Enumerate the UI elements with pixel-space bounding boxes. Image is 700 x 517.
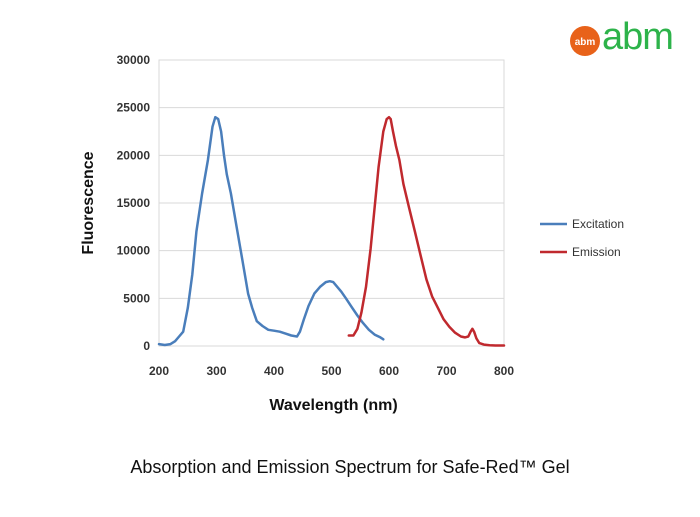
plot-area: [158, 59, 505, 347]
x-tick-label: 500: [321, 364, 341, 378]
x-tick-label: 200: [149, 364, 169, 378]
x-tick-label: 400: [264, 364, 284, 378]
logo-badge-icon: abm: [570, 26, 600, 56]
y-axis-title: Fluorescence: [80, 151, 97, 254]
y-tick-label: 5000: [123, 291, 150, 305]
gridlines: [159, 59, 504, 347]
y-axis-ticks: 0 5000 10000 15000 20000 25000 30000: [117, 53, 151, 353]
y-tick-label: 10000: [117, 244, 151, 258]
logo-badge-text: abm: [575, 37, 596, 48]
series-lines: [157, 115, 506, 347]
series-line-excitation: [157, 115, 385, 347]
y-tick-label: 20000: [117, 148, 151, 162]
x-tick-label: 800: [494, 364, 514, 378]
legend-label-emission: Emission: [572, 245, 621, 259]
series-line-emission: [347, 115, 506, 347]
y-tick-label: 25000: [117, 101, 151, 115]
legend-label-excitation: Excitation: [572, 217, 624, 231]
figure-caption: Absorption and Emission Spectrum for Saf…: [130, 457, 570, 477]
x-tick-label: 300: [206, 364, 226, 378]
x-axis-title: Wavelength (nm): [269, 397, 397, 414]
abm-logo: abm abm: [568, 16, 683, 58]
x-axis-ticks: 200 300 400 500 600 700 800: [149, 364, 514, 378]
y-tick-label: 0: [143, 339, 150, 353]
y-tick-label: 15000: [117, 196, 151, 210]
logo-wordmark: abm: [602, 16, 674, 58]
x-tick-label: 600: [379, 364, 399, 378]
legend: Excitation Emission: [540, 217, 624, 259]
y-tick-label: 30000: [117, 53, 151, 67]
x-tick-label: 700: [436, 364, 456, 378]
